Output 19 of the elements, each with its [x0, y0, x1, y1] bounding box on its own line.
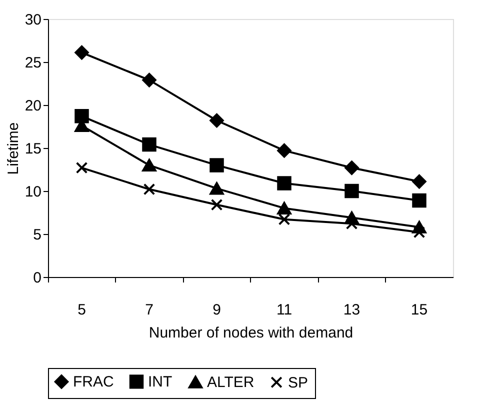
legend-label: ALTER — [207, 374, 254, 392]
y-tick-label: 15 — [24, 140, 42, 158]
x-tick-label: 9 — [212, 302, 221, 318]
y-tick-label: 30 — [24, 12, 42, 28]
y-tick-label: 25 — [24, 54, 42, 72]
x-axis-title: Number of nodes with demand — [148, 324, 354, 342]
x-tick-label: 7 — [145, 302, 154, 318]
x-tick-label: 5 — [78, 302, 86, 318]
y-axis-title: Lifetime — [4, 122, 22, 175]
legend-label: SP — [288, 374, 308, 392]
legend-label: INT — [148, 374, 172, 391]
x-tick-label: 11 — [276, 302, 292, 318]
x-tick-label: 13 — [343, 302, 360, 318]
y-tick-label: 20 — [24, 98, 42, 114]
legend-label: FRAC — [73, 374, 114, 391]
y-tick-label: 0 — [33, 270, 42, 286]
x-tick-label: 15 — [410, 302, 428, 318]
y-tick-label: 10 — [24, 184, 42, 200]
y-tick-label: 5 — [33, 226, 42, 244]
